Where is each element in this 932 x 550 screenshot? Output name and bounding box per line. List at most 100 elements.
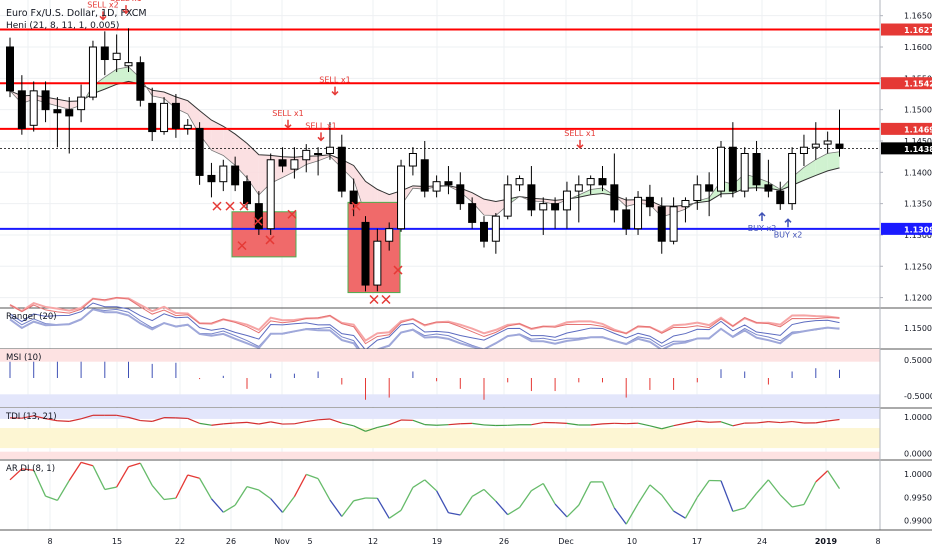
tdi-line (637, 422, 651, 427)
price-level-box (881, 142, 932, 155)
time-axis-label: Nov (274, 537, 290, 546)
candle-body (456, 184, 465, 205)
msi-bottom-band (0, 394, 880, 407)
candle-body (645, 196, 654, 208)
candle-body (325, 146, 334, 155)
x-mark (381, 294, 391, 305)
cloud-segment (223, 126, 236, 166)
tdi-line (732, 422, 745, 427)
cloud-segment (484, 199, 496, 216)
ardi-line (779, 494, 793, 508)
ardi-line (222, 504, 236, 513)
ardi-line (827, 470, 841, 489)
candle-body (622, 209, 631, 230)
ardi-line (400, 487, 414, 511)
tdi-line (45, 418, 58, 422)
price-tick-label: 1.13500 (904, 200, 932, 209)
candle-body (562, 190, 571, 211)
panel-tick-label: 0.9950 (904, 493, 932, 502)
candle-body (681, 199, 690, 208)
candle-body (302, 149, 311, 161)
panel-tick-label: 0.5000 (904, 356, 932, 365)
signal-label: SELL x1 (564, 129, 595, 138)
tdi-line (602, 422, 615, 425)
ardi-line (673, 510, 686, 519)
tdi-line (116, 414, 129, 418)
panel-title: AR DI (8, 1) (6, 464, 55, 474)
tdi-line (341, 422, 354, 427)
candle-body (764, 184, 773, 192)
candle-body (160, 102, 169, 133)
candle-body (112, 52, 121, 61)
candle-body (705, 184, 714, 192)
ardi-line (104, 486, 117, 491)
ardi-line (306, 473, 319, 480)
x-mark (212, 201, 222, 211)
ardi-line (116, 466, 130, 488)
tdi-line (33, 415, 46, 420)
price-tick-label: 1.12000 (904, 294, 932, 303)
ardi-line (507, 506, 520, 516)
ardi-line (601, 481, 615, 509)
tdi-top-band (0, 408, 880, 419)
tdi-line (507, 424, 520, 426)
tdi-line (756, 421, 769, 424)
time-axis-label: 22 (175, 537, 185, 546)
panel-tick-label: 1.1500 (904, 324, 932, 333)
x-mark (393, 265, 403, 275)
candle-body (598, 178, 607, 186)
tdi-line (792, 420, 805, 424)
candle-body (717, 146, 725, 192)
panel-tick-label: 1.0000 (904, 413, 932, 422)
tdi-line (294, 420, 307, 425)
x-mark (237, 241, 247, 251)
candle-body (444, 181, 453, 186)
ranger-line (9, 302, 840, 351)
candle-body (551, 203, 560, 211)
ardi-line (293, 474, 307, 497)
ardi-line (210, 498, 224, 513)
ardi-line (45, 495, 58, 502)
ardi-line (353, 497, 366, 502)
tdi-line (472, 422, 485, 426)
candle-body (278, 159, 287, 167)
candle-body (728, 146, 737, 192)
tdi-line (768, 421, 781, 424)
candle-body (243, 181, 251, 205)
tdi-line (815, 420, 828, 424)
ardi-line (80, 461, 94, 467)
highlight-box (231, 211, 297, 258)
ardi-line (412, 479, 426, 489)
tdi-line (199, 422, 212, 426)
ardi-line (376, 497, 390, 519)
ardi-line (317, 478, 331, 501)
ardi-line (270, 498, 284, 513)
ardi-line (649, 484, 663, 496)
buy-arrow (784, 218, 792, 228)
price-level-label: 1.14382 (904, 145, 932, 154)
candle-body (574, 184, 583, 192)
candle-body (657, 206, 666, 242)
ardi-line (341, 500, 355, 517)
time-axis-label: 2019 (815, 537, 838, 546)
tdi-line (235, 421, 248, 424)
ardi-line (684, 496, 698, 519)
candle-body (124, 62, 133, 67)
tdi-line (270, 421, 283, 425)
panel-title: TDI (13, 21) (5, 412, 57, 422)
ardi-line (92, 465, 106, 490)
candle-body (183, 124, 192, 129)
x-mark (225, 201, 235, 211)
ardi-line (68, 462, 82, 481)
ardi-line (720, 480, 734, 512)
price-level-label: 1.15422 (904, 80, 932, 89)
tdi-line (187, 417, 200, 424)
time-axis-label: 15 (112, 537, 122, 546)
panel-tick-label: 1.0000 (904, 470, 932, 479)
ardi-line (187, 474, 200, 479)
signal-label: SELL x1 (305, 121, 336, 130)
ardi-line (234, 486, 248, 506)
tdi-line (258, 421, 271, 425)
tdi-line (412, 419, 425, 426)
